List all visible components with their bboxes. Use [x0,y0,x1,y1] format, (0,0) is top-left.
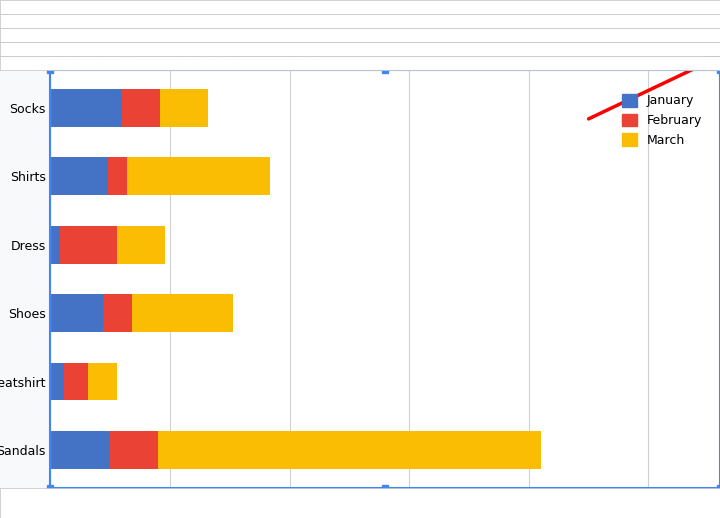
Bar [103,294,132,332]
Legend: January, February, March: January, February, March [616,89,707,152]
Bar [50,363,64,400]
Text: Sweatshirt: Sweatshirt [189,16,248,26]
Text: 27: 27 [9,498,22,508]
Text: Sandals: Sandals [189,30,233,40]
Text: 6: 6 [12,16,19,26]
Text: 110: 110 [276,2,297,12]
Bar [50,294,103,332]
Text: 8: 8 [12,44,19,54]
Text: 100: 100 [348,30,369,40]
Bar [132,294,233,332]
Bar [122,89,161,126]
Text: 212: 212 [420,2,441,12]
Text: 50: 50 [356,16,369,26]
Bar [50,89,122,126]
Bar [127,157,271,195]
Text: 60: 60 [428,16,441,26]
Text: ⋮: ⋮ [719,40,720,54]
Bar [50,70,720,488]
Bar [50,431,110,469]
Bar [50,226,60,264]
Text: 5: 5 [12,2,19,12]
Text: January , February  and March: January , February and March [50,45,322,63]
Bar [117,226,165,264]
Text: 125: 125 [276,30,297,40]
Text: 60: 60 [356,2,369,12]
Bar [110,431,158,469]
Bar [161,89,208,126]
Bar [158,431,541,469]
Bar [50,157,108,195]
Text: 7: 7 [12,30,19,40]
Bar [108,157,127,195]
Text: 9: 9 [12,58,19,68]
Text: Shoes: Shoes [189,2,223,12]
Bar [88,363,117,400]
Bar [60,226,117,264]
Bar [64,363,88,400]
Text: 29: 29 [283,16,297,26]
Text: 800: 800 [420,30,441,40]
